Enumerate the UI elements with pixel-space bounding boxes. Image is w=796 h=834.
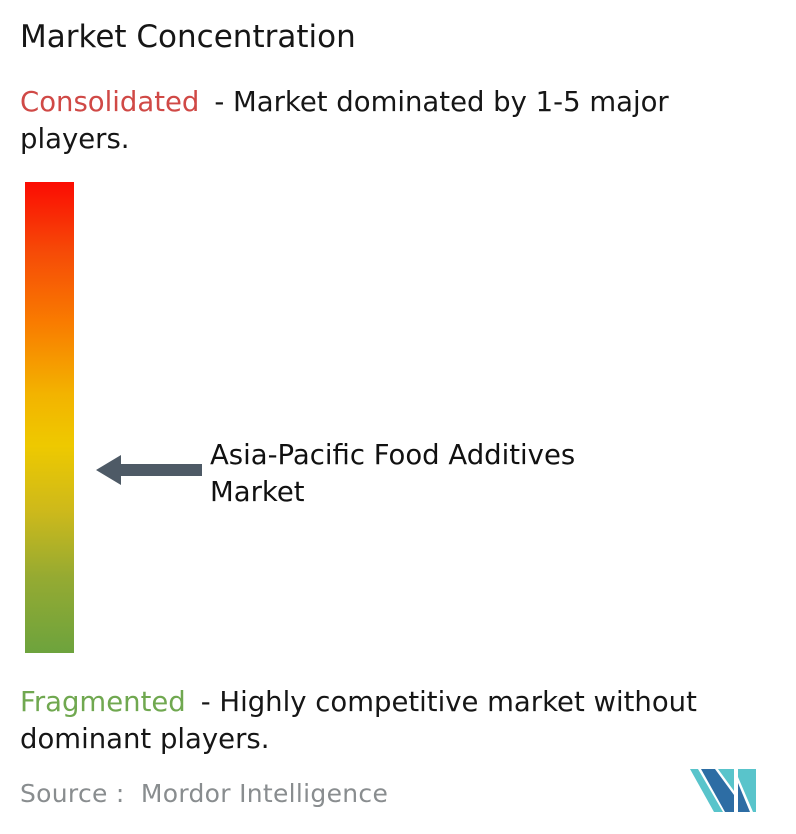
market-annotation-label: Asia-Pacific Food Additives Market — [210, 439, 576, 508]
source-line: Source : Mordor Intelligence — [20, 779, 388, 808]
page-title: Market Concentration — [20, 19, 356, 55]
concentration-gradient-bar — [25, 182, 74, 653]
consolidated-description-text: - Market dominated by 1-5 major players. — [20, 86, 669, 155]
fragmented-description-text: - Highly competitive market without domi… — [20, 686, 697, 755]
consolidated-term: Consolidated — [20, 86, 200, 118]
left-arrow-icon — [96, 455, 202, 485]
fragmented-term: Fragmented — [20, 686, 186, 718]
source-prefix: Source : — [20, 779, 125, 808]
fragmented-description: Fragmented - Highly competitive market wi… — [20, 684, 752, 758]
source-name: Mordor Intelligence — [140, 779, 389, 808]
consolidated-description: Consolidated - Market dominated by 1-5 ma… — [20, 84, 740, 158]
mordor-intelligence-logo — [690, 769, 756, 812]
